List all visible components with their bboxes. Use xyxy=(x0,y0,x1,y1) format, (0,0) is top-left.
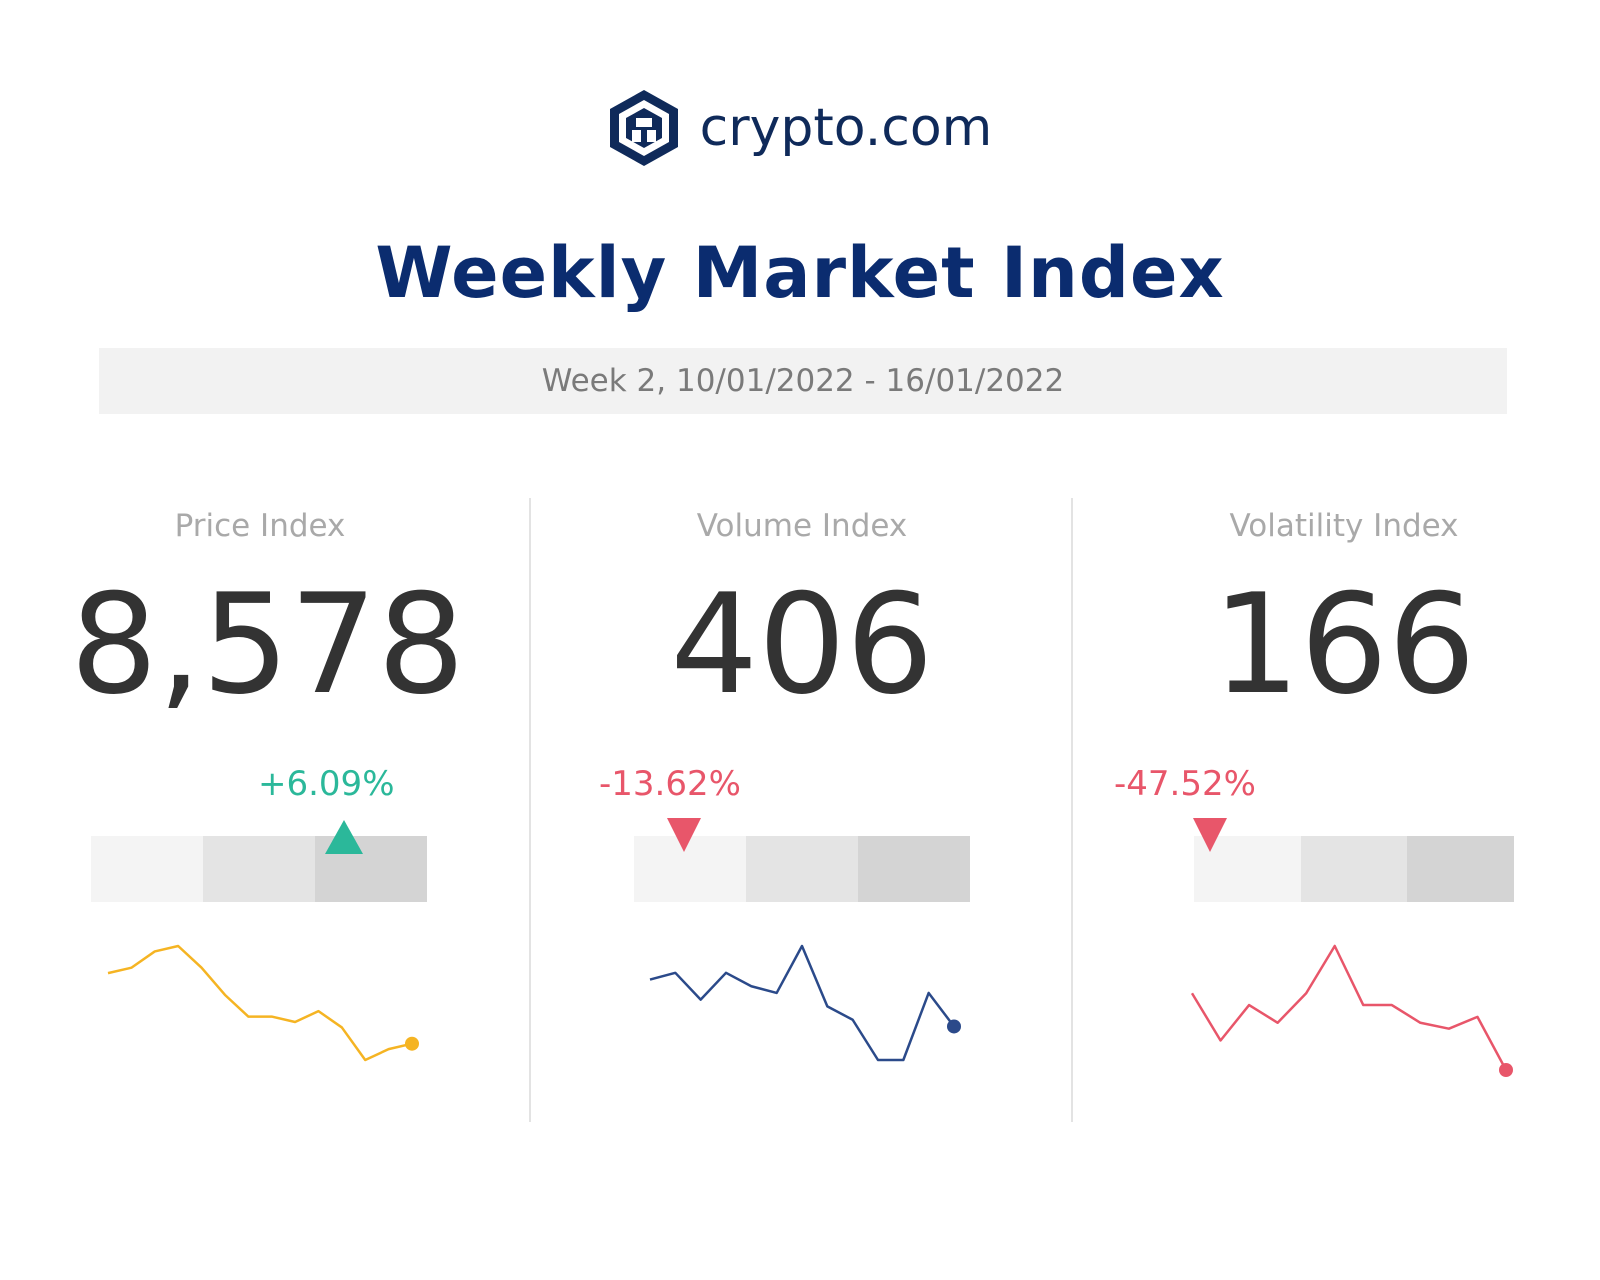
range-bar xyxy=(91,836,427,902)
price-index-panel: Price Index 8,578 +6.09% xyxy=(70,498,510,1118)
sparkline-endpoint xyxy=(1499,1063,1513,1077)
index-label: Volume Index xyxy=(696,508,908,544)
index-value: 406 xyxy=(670,564,934,725)
range-bar xyxy=(1194,836,1515,902)
volume-index-panel: Volume Index 406 -13.62% xyxy=(599,498,1052,1118)
range-segment-mid xyxy=(203,836,315,902)
page-title: Weekly Market Index xyxy=(375,232,1225,314)
range-segment-high xyxy=(858,836,970,902)
sparkline-endpoint xyxy=(405,1036,419,1051)
sparkline-series xyxy=(107,944,413,1062)
sparkline-endpoint xyxy=(947,1019,961,1034)
range-segment-mid xyxy=(1300,836,1408,902)
brand-name: crypto.com xyxy=(699,98,993,158)
week-range-banner: Week 2, 10/01/2022 - 16/01/2022 xyxy=(99,348,1507,414)
column-divider xyxy=(1071,498,1073,1122)
week-range-label: Week 2, 10/01/2022 - 16/01/2022 xyxy=(541,363,1065,399)
sparkline-series xyxy=(1190,944,1508,1071)
range-segment-high xyxy=(1407,836,1515,902)
index-value: 8,578 xyxy=(70,564,466,725)
range-segment-mid xyxy=(746,836,858,902)
range-segment-low xyxy=(91,836,203,902)
index-label: Price Index xyxy=(174,508,346,544)
column-divider xyxy=(529,498,531,1122)
price-sparkline xyxy=(107,944,419,1062)
trend-up-marker-icon xyxy=(325,820,364,854)
index-change: +6.09% xyxy=(258,764,395,804)
volatility-index-panel: Volatility Index 166 -47.52% xyxy=(1114,498,1594,1118)
brand-header: crypto.com xyxy=(0,88,1600,168)
crypto-com-logo-icon xyxy=(609,90,678,166)
range-bar xyxy=(634,836,970,902)
volatility-sparkline xyxy=(1190,944,1513,1077)
index-change: -47.52% xyxy=(1114,764,1256,804)
index-label: Volatility Index xyxy=(1229,508,1459,544)
sparkline-series xyxy=(649,944,955,1062)
volume-sparkline xyxy=(649,944,961,1062)
index-change: -13.62% xyxy=(599,764,741,804)
index-value: 166 xyxy=(1212,564,1476,725)
trend-down-marker-icon xyxy=(1193,818,1227,852)
trend-down-marker-icon xyxy=(666,818,701,852)
